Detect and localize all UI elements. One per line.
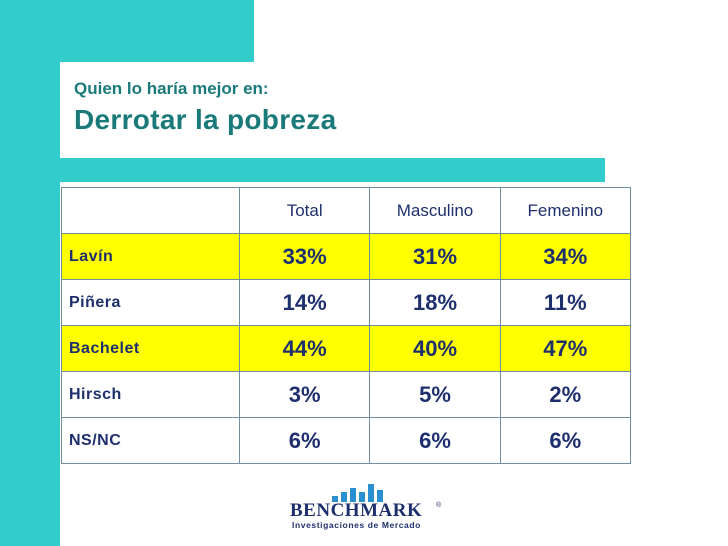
logo-wordmark: BENCHMARK bbox=[290, 500, 423, 521]
cell-masculino: 6% bbox=[369, 417, 501, 464]
cell-masculino: 31% bbox=[369, 233, 501, 280]
cell-masculino: 5% bbox=[369, 371, 501, 418]
results-table: Total Masculino Femenino Lavín 33% 31% 3… bbox=[61, 187, 632, 464]
cell-masculino: 18% bbox=[369, 279, 501, 326]
logo-registered-mark: ® bbox=[436, 502, 442, 509]
cell-total: 6% bbox=[238, 417, 371, 464]
benchmark-logo: BENCHMARK ® Investigaciones de Mercado bbox=[286, 484, 446, 532]
table-row: NS/NC 6% 6% 6% bbox=[61, 417, 632, 464]
row-label: NS/NC bbox=[61, 417, 240, 464]
slide-title: Derrotar la pobreza bbox=[74, 104, 337, 135]
header-masculino: Masculino bbox=[369, 187, 501, 234]
cell-total: 33% bbox=[238, 233, 371, 280]
header-total: Total bbox=[238, 187, 371, 234]
cell-femenino: 6% bbox=[499, 417, 632, 464]
row-label: Lavín bbox=[61, 233, 240, 280]
table-header-row: Total Masculino Femenino bbox=[61, 187, 632, 234]
header-femenino: Femenino bbox=[499, 187, 632, 234]
cell-femenino: 2% bbox=[499, 371, 632, 418]
title-panel bbox=[60, 62, 728, 158]
header-empty-cell bbox=[61, 187, 240, 234]
decor-teal-left bbox=[0, 0, 60, 546]
cell-femenino: 47% bbox=[499, 325, 632, 372]
logo-tagline: Investigaciones de Mercado bbox=[292, 520, 421, 530]
row-label: Hirsch bbox=[61, 371, 240, 418]
row-label: Bachelet bbox=[61, 325, 240, 372]
table-row: Hirsch 3% 5% 2% bbox=[61, 371, 632, 418]
row-label: Piñera bbox=[61, 279, 240, 326]
cell-femenino: 34% bbox=[499, 233, 632, 280]
cell-total: 3% bbox=[238, 371, 371, 418]
cell-total: 14% bbox=[238, 279, 371, 326]
table-row: Piñera 14% 18% 11% bbox=[61, 279, 632, 326]
cell-femenino: 11% bbox=[499, 279, 632, 326]
cell-masculino: 40% bbox=[369, 325, 501, 372]
decor-teal-band bbox=[60, 158, 605, 182]
slide-subtitle: Quien lo haría mejor en: bbox=[74, 79, 269, 98]
bar-chart-logo-icon bbox=[332, 484, 383, 502]
cell-total: 44% bbox=[238, 325, 371, 372]
table-row: Lavín 33% 31% 34% bbox=[61, 233, 632, 280]
table-row: Bachelet 44% 40% 47% bbox=[61, 325, 632, 372]
